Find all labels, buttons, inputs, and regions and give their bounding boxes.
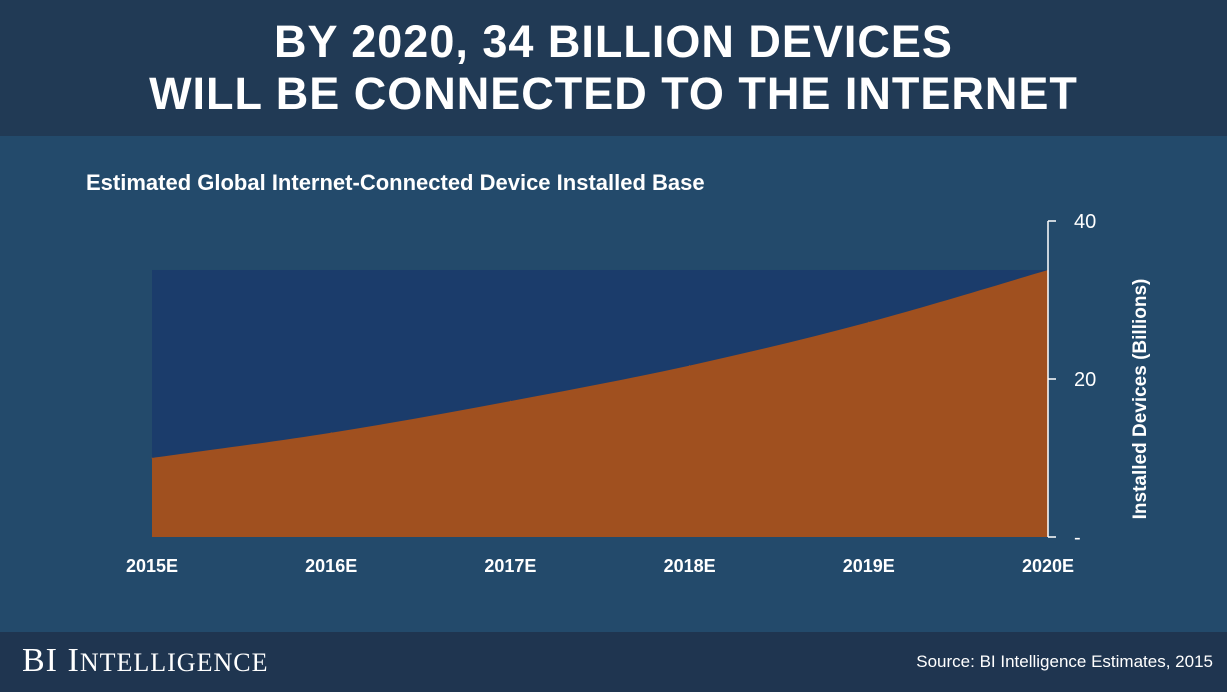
- chart-title: Estimated Global Internet-Connected Devi…: [86, 170, 705, 195]
- y-tick-label: -: [1074, 527, 1081, 549]
- x-tick-label: 2017E: [484, 556, 536, 576]
- headline-banner: BY 2020, 34 BILLION DEVICES WILL BE CONN…: [0, 0, 1227, 136]
- area-chart: 2015E 2016E 2017E 2018E 2019E 2020E- 20 40 Insta…: [126, 211, 1151, 576]
- headline-line-1: BY 2020, 34 BILLION DEVICES: [274, 16, 953, 67]
- data-point-2016E: [330, 432, 332, 434]
- x-tick-label: 2020E: [1022, 556, 1074, 576]
- data-point-2015E: [151, 457, 153, 459]
- data-point-2017E: [509, 400, 511, 402]
- source-note: Source: BI Intelligence Estimates, 2015: [916, 652, 1213, 671]
- y-axis-label: Installed Devices (Billions): [1130, 279, 1151, 520]
- bi-intelligence-logo: BI INTELLIGENCE: [22, 642, 269, 679]
- data-point-2018E: [689, 365, 691, 367]
- y-tick-label: 20: [1074, 369, 1096, 391]
- headline-line-2: WILL BE CONNECTED TO THE INTERNET: [149, 68, 1078, 119]
- data-point-2019E: [868, 321, 870, 323]
- footer-bar: [0, 632, 1227, 692]
- y-tick-label: 40: [1074, 211, 1096, 233]
- x-tick-label: 2016E: [305, 556, 357, 576]
- x-tick-label: 2019E: [843, 556, 895, 576]
- device-area-series: [152, 269, 1048, 537]
- x-tick-label: 2018E: [664, 556, 716, 576]
- x-tick-label: 2015E: [126, 556, 178, 576]
